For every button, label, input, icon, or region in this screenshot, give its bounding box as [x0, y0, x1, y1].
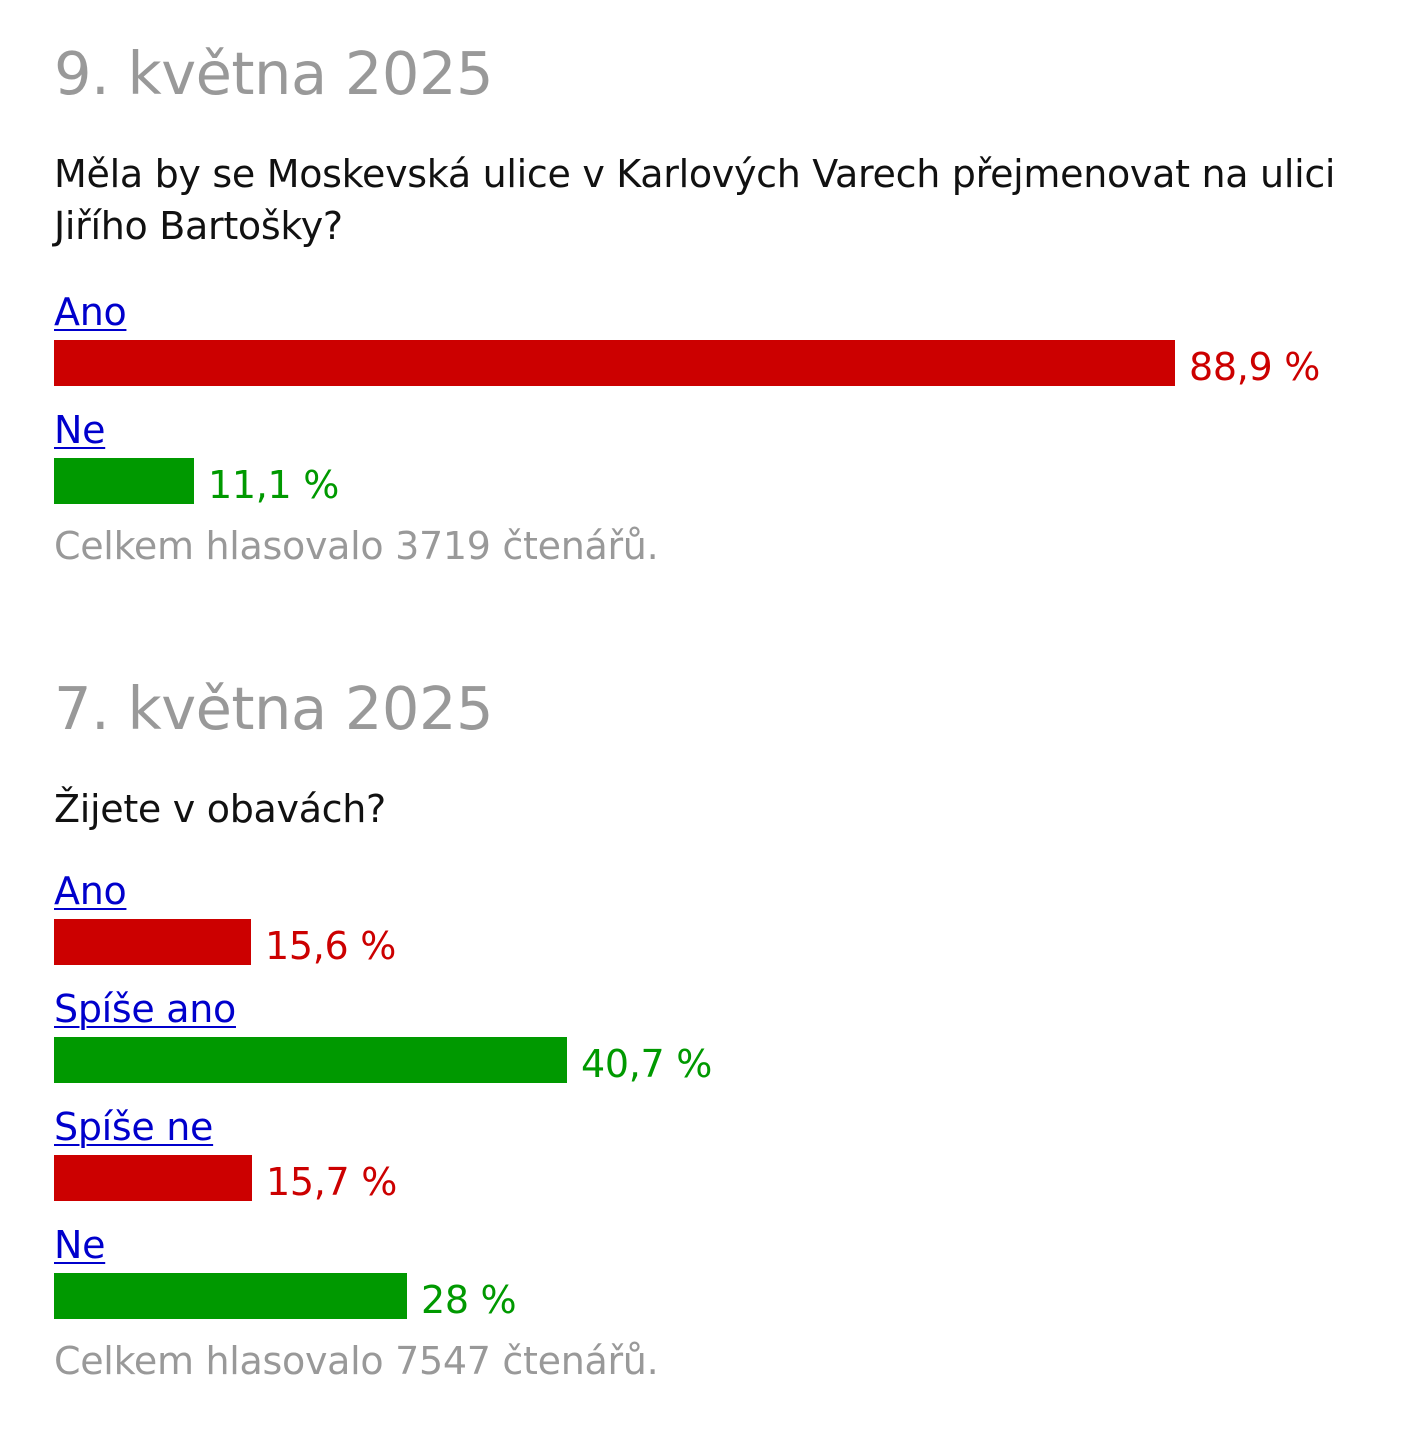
result-bar [54, 1037, 567, 1083]
poll-option-ano: Ano 88,9 % [54, 290, 1384, 408]
poll-options: Ano 15,6 % Spíše ano 40,7 % Spíše ne 15,… [54, 869, 1384, 1341]
poll-option-spise-ano: Spíše ano 40,7 % [54, 987, 1384, 1105]
poll-date: 9. května 2025 [54, 39, 494, 108]
result-bar [54, 919, 251, 965]
result-percent: 40,7 % [581, 1042, 712, 1086]
poll-option-ne: Ne 28 % [54, 1223, 1384, 1341]
bar-row: 28 % [54, 1273, 517, 1322]
result-percent: 15,6 % [265, 924, 396, 968]
option-link-ne[interactable]: Ne [54, 408, 106, 452]
result-percent: 28 % [421, 1278, 517, 1322]
bar-row: 40,7 % [54, 1037, 712, 1086]
result-bar [54, 458, 194, 504]
option-link-ne[interactable]: Ne [54, 1223, 106, 1267]
poll-1: 9. května 2025 Měla by se Moskevská ulic… [54, 44, 1384, 568]
result-percent: 15,7 % [266, 1160, 397, 1204]
poll-option-spise-ne: Spíše ne 15,7 % [54, 1105, 1384, 1223]
poll-2: 7. května 2025 Žijete v obavách? Ano 15,… [54, 679, 1384, 1383]
option-link-spise-ne[interactable]: Spíše ne [54, 1105, 214, 1149]
poll-options: Ano 88,9 % Ne 11,1 % [54, 290, 1384, 526]
option-link-spise-ano[interactable]: Spíše ano [54, 987, 236, 1031]
result-bar [54, 340, 1175, 386]
bar-row: 15,7 % [54, 1155, 397, 1204]
poll-option-ne: Ne 11,1 % [54, 408, 1384, 526]
poll-date: 7. května 2025 [54, 674, 494, 743]
option-link-ano[interactable]: Ano [54, 869, 127, 913]
result-bar [54, 1155, 252, 1201]
result-percent: 88,9 % [1189, 345, 1320, 389]
poll-question: Měla by se Moskevská ulice v Karlových V… [54, 152, 1336, 248]
bar-row: 88,9 % [54, 340, 1320, 389]
result-percent: 11,1 % [208, 463, 339, 507]
poll-total-votes: Celkem hlasovalo 7547 čtenářů. [54, 1339, 659, 1383]
result-bar [54, 1273, 407, 1319]
poll-question: Žijete v obavách? [54, 787, 386, 831]
bar-row: 15,6 % [54, 919, 396, 968]
poll-total-votes: Celkem hlasovalo 3719 čtenářů. [54, 524, 659, 568]
poll-option-ano: Ano 15,6 % [54, 869, 1384, 987]
bar-row: 11,1 % [54, 458, 339, 507]
option-link-ano[interactable]: Ano [54, 290, 127, 334]
